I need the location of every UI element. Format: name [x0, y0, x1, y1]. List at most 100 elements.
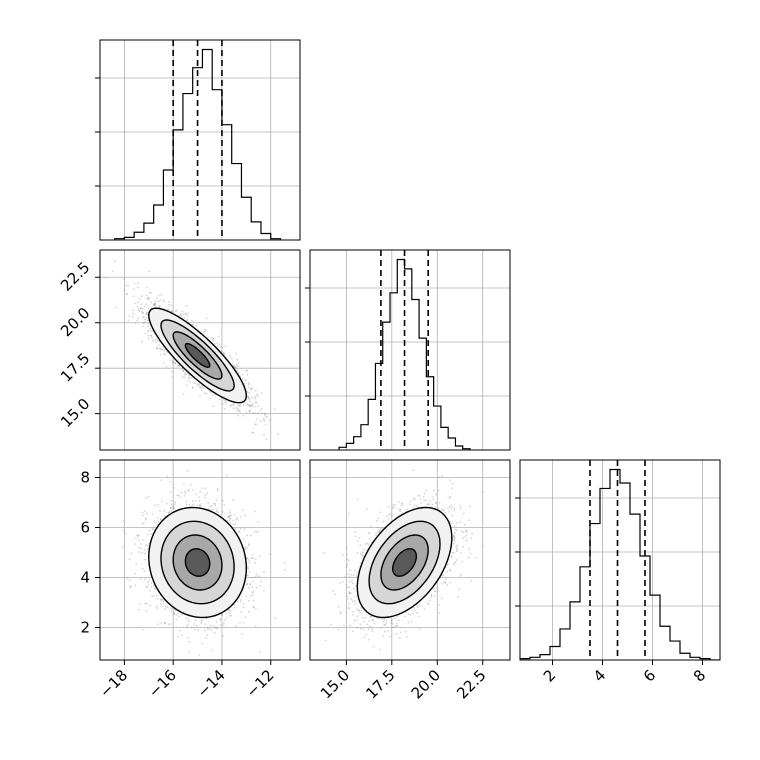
- sample-point: [238, 530, 241, 532]
- sample-point: [175, 309, 178, 312]
- sample-point: [260, 392, 263, 395]
- sample-point: [162, 300, 165, 303]
- sample-point: [141, 551, 144, 554]
- sample-point: [143, 316, 145, 319]
- sample-point: [148, 270, 151, 273]
- sample-point: [198, 383, 201, 386]
- sample-point: [244, 548, 247, 550]
- sample-point: [248, 410, 250, 413]
- sample-point: [140, 295, 143, 297]
- sample-point: [248, 398, 251, 401]
- sample-point: [147, 329, 150, 332]
- sample-point: [269, 553, 272, 555]
- sample-point: [126, 577, 129, 580]
- sample-point: [170, 309, 172, 312]
- sample-point: [181, 375, 184, 378]
- sample-point: [209, 505, 212, 508]
- sample-point: [162, 346, 165, 348]
- sample-point: [250, 388, 253, 391]
- sample-point: [245, 411, 248, 414]
- sample-point: [165, 502, 168, 505]
- sample-point: [186, 637, 189, 639]
- sample-point: [247, 574, 249, 577]
- sample-point: [141, 340, 144, 343]
- sample-point: [152, 595, 155, 597]
- sample-point: [137, 546, 140, 549]
- sample-point: [169, 507, 172, 510]
- sample-point: [156, 346, 158, 349]
- sample-point: [155, 341, 158, 343]
- sample-point: [206, 626, 209, 629]
- sample-point: [146, 286, 148, 289]
- sample-point: [181, 634, 184, 637]
- sample-point: [123, 529, 126, 532]
- sample-point: [162, 600, 165, 602]
- sample-point: [201, 386, 204, 389]
- sample-point: [182, 393, 185, 395]
- sample-point: [199, 504, 202, 507]
- sample-point: [228, 608, 231, 611]
- sample-point: [251, 404, 254, 407]
- sample-point: [136, 534, 139, 537]
- sample-point: [193, 628, 196, 631]
- sample-point: [210, 391, 213, 394]
- sample-point: [137, 608, 140, 611]
- sample-point: [237, 414, 240, 417]
- sample-point: [185, 319, 188, 322]
- sample-point: [263, 413, 266, 416]
- sample-point: [259, 580, 262, 583]
- sample-point: [186, 312, 189, 315]
- sample-point: [179, 313, 182, 315]
- sample-point: [140, 543, 142, 545]
- sample-point: [145, 311, 148, 314]
- sample-point: [185, 617, 188, 620]
- sample-point: [147, 322, 149, 325]
- sample-point: [140, 306, 142, 309]
- sample-point: [240, 599, 242, 601]
- sample-point: [255, 573, 258, 576]
- sample-point: [147, 495, 150, 498]
- sample-point: [147, 330, 150, 333]
- histogram-panel-0: [95, 39, 301, 241]
- sample-point: [142, 316, 145, 318]
- sample-point: [201, 487, 203, 489]
- sample-point: [182, 483, 185, 486]
- sample-point: [213, 626, 216, 629]
- sample-point: [212, 338, 215, 341]
- sample-point: [151, 513, 154, 516]
- sample-point: [213, 502, 216, 505]
- sample-point: [186, 625, 188, 628]
- sample-point: [160, 293, 163, 296]
- sample-point: [236, 517, 239, 520]
- sample-point: [190, 626, 193, 629]
- sample-point: [273, 408, 276, 410]
- sample-point: [176, 494, 178, 497]
- sample-point: [251, 591, 254, 594]
- sample-point: [166, 351, 168, 353]
- sample-point: [163, 353, 166, 356]
- sample-point: [173, 611, 175, 614]
- sample-point: [248, 410, 251, 413]
- sample-point: [245, 369, 248, 372]
- sample-point: [177, 365, 180, 367]
- sample-point: [185, 503, 188, 506]
- sample-point: [132, 312, 134, 315]
- sample-point: [235, 409, 238, 412]
- sample-point: [255, 423, 257, 426]
- sample-point: [198, 394, 201, 397]
- histogram-panel-2: [515, 459, 721, 661]
- sample-point: [198, 654, 201, 657]
- sample-point: [143, 305, 146, 308]
- sample-point: [226, 617, 228, 619]
- sample-point: [246, 369, 248, 372]
- scatter-panel-2-0: [99, 459, 301, 661]
- sample-point: [213, 393, 216, 396]
- sample-point: [192, 489, 195, 491]
- sample-point: [166, 475, 169, 477]
- sample-point: [210, 505, 213, 507]
- sample-point: [127, 284, 129, 287]
- sample-point: [208, 627, 211, 630]
- sample-point: [221, 614, 224, 617]
- sample-point: [165, 365, 168, 368]
- sample-point: [160, 479, 163, 482]
